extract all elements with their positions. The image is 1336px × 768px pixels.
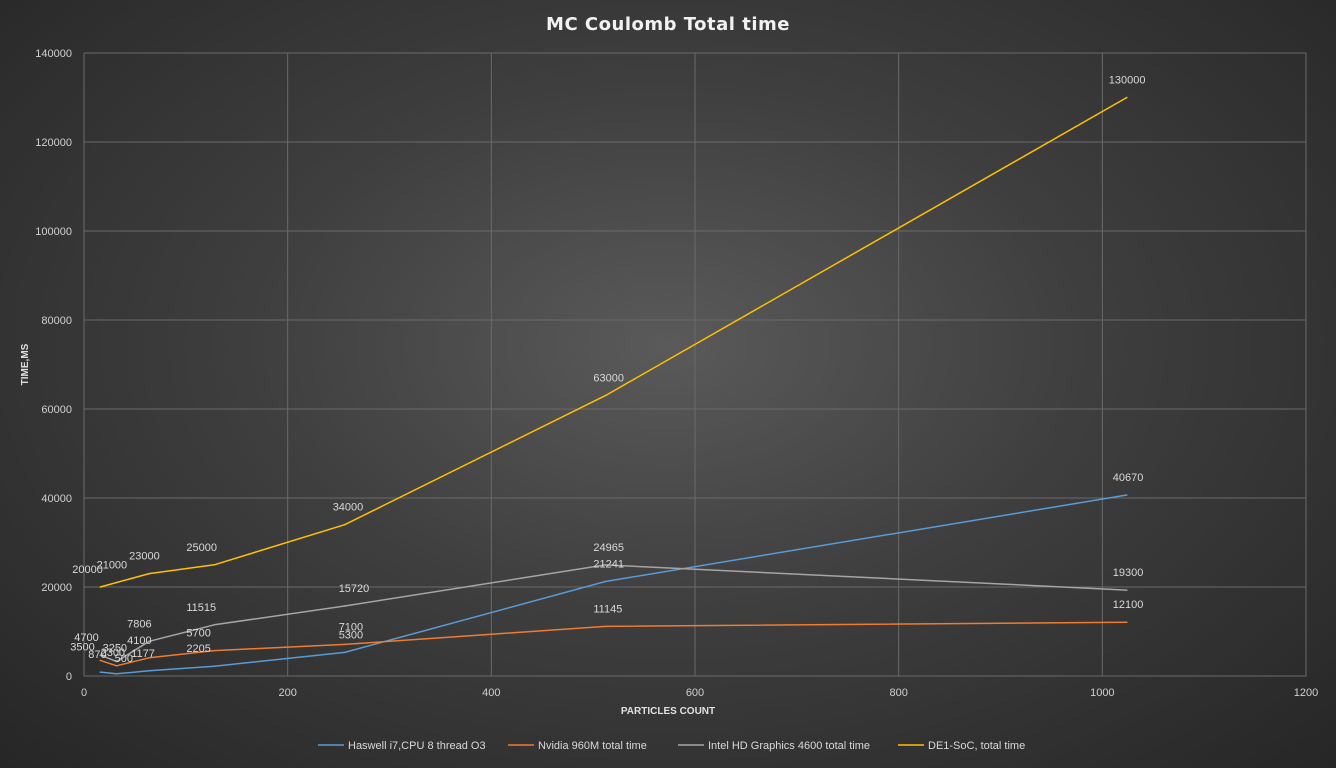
data-point — [604, 580, 607, 583]
data-label: 870 — [88, 649, 106, 661]
data-label: 19300 — [1113, 567, 1144, 579]
x-tick-label: 400 — [482, 687, 500, 699]
x-tick-label: 1000 — [1090, 687, 1114, 699]
y-tick-label: 80000 — [41, 315, 72, 327]
x-tick-label: 1200 — [1294, 687, 1318, 699]
data-label: 7100 — [339, 621, 363, 633]
data-point — [604, 394, 607, 397]
y-tick-label: 40000 — [41, 493, 72, 505]
data-point — [343, 643, 346, 646]
data-label: 63000 — [593, 373, 624, 385]
data-label: 1177 — [131, 648, 155, 660]
data-point — [148, 656, 150, 659]
data-point — [213, 623, 216, 626]
series-line-0 — [100, 494, 1127, 675]
data-point — [115, 660, 118, 663]
data-label: 130000 — [1109, 75, 1146, 87]
y-axis-title: TIME,MS — [20, 343, 31, 385]
data-label: 11145 — [593, 603, 622, 615]
data-label: 23000 — [129, 551, 160, 563]
data-point — [115, 672, 118, 675]
data-label: 40670 — [1113, 472, 1144, 484]
series-line-3 — [100, 96, 1128, 588]
legend-label: Nvidia 960M total time — [538, 740, 647, 752]
data-point — [1125, 96, 1128, 99]
data-point — [1125, 621, 1128, 623]
data-point — [343, 605, 346, 607]
y-tick-label: 0 — [66, 671, 72, 683]
gridlines — [83, 52, 1307, 677]
data-point — [148, 640, 150, 643]
y-tick-label: 140000 — [35, 48, 72, 60]
y-tick-label: 60000 — [41, 404, 72, 416]
data-label: 3500 — [70, 641, 94, 653]
y-tick-label: 120000 — [35, 137, 72, 149]
data-label: 2300 — [101, 647, 125, 659]
x-tick-label: 800 — [889, 687, 907, 699]
axes: 0 200 400 600 800 1000 1200 0 20000 40000 60000 800… — [35, 48, 1318, 699]
data-label: 34000 — [333, 502, 364, 514]
legend-label: Intel HD Graphics 4600 total time — [708, 740, 870, 752]
data-point — [343, 651, 346, 654]
data-label: 500 — [115, 653, 133, 665]
data-label: 7806 — [127, 618, 151, 630]
data-label: 4100 — [127, 635, 151, 647]
data-point — [213, 649, 216, 652]
y-tick-label: 20000 — [41, 582, 72, 594]
legend: Haswell i7,CPU 8 thread O3 Nvidia 960M to… — [318, 740, 1025, 752]
data-label: 15720 — [339, 583, 370, 595]
data-point — [1125, 589, 1128, 591]
data-point — [148, 669, 150, 672]
data-label: 12100 — [1113, 599, 1144, 611]
data-point — [99, 671, 102, 673]
x-tick-label: 200 — [278, 687, 296, 699]
y-tick-label: 100000 — [35, 226, 72, 238]
data-point — [604, 625, 607, 628]
data-point — [343, 523, 346, 526]
data-point — [99, 586, 102, 588]
data-label: 4700 — [74, 632, 98, 644]
data-point — [99, 654, 102, 656]
legend-label: Haswell i7,CPU 8 thread O3 — [348, 740, 486, 752]
data-label: 11515 — [186, 602, 216, 614]
data-label: 5700 — [186, 628, 210, 640]
chart-title: MC Coulomb Total time — [546, 14, 790, 35]
x-axis-title: PARTICLES COUNT — [621, 706, 715, 717]
data-point — [604, 564, 607, 566]
data-label: 5300 — [339, 629, 363, 641]
data-label: 25000 — [186, 542, 217, 554]
data-point — [1125, 494, 1128, 496]
data-point — [213, 563, 216, 566]
data-point — [99, 659, 102, 662]
data-point — [148, 572, 150, 575]
data-point — [213, 665, 216, 667]
data-label: 24965 — [593, 542, 624, 554]
series-line-1 — [100, 621, 1127, 667]
data-label: 2205 — [186, 643, 210, 655]
data-point — [115, 664, 118, 667]
data-point — [115, 581, 118, 584]
x-tick-label: 0 — [81, 687, 87, 699]
data-label: 20000 — [72, 564, 103, 576]
data-label: 21000 — [97, 560, 128, 572]
data-label: 21241 — [593, 558, 624, 570]
legend-label: DE1-SoC, total time — [928, 740, 1025, 752]
x-tick-label: 600 — [686, 687, 704, 699]
data-label: 3250 — [103, 643, 127, 655]
series-lines — [99, 96, 1128, 675]
